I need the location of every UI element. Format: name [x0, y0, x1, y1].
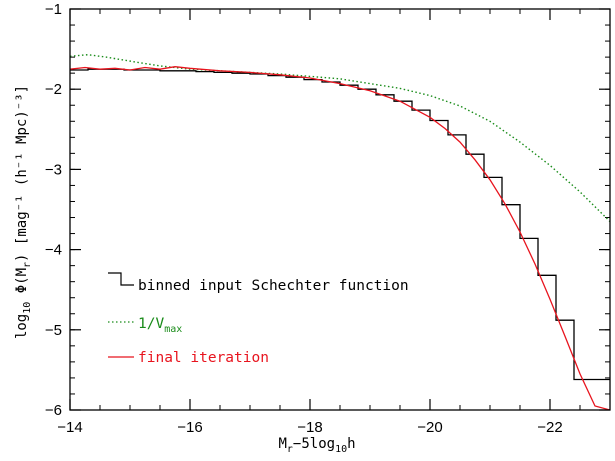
x-tick-label: −20	[417, 419, 442, 436]
legend-label-binned: binned input Schechter function	[138, 278, 409, 294]
y-tick-label: −5	[45, 322, 62, 339]
y-tick-label: −2	[45, 81, 62, 98]
legend-swatch-binned	[108, 272, 134, 286]
plot-frame	[69, 8, 611, 411]
series-line-1	[70, 53, 610, 222]
x-tick-label: −18	[297, 419, 322, 436]
series-group	[70, 53, 610, 410]
tick-labels: −14 −16 −18 −20 −22 −6 −5 −4 −3 −2 −1	[45, 1, 563, 436]
series-line-2	[70, 66, 610, 410]
legend-label-final: final iteration	[138, 350, 269, 366]
legend-label-vmax: 1/Vmax	[138, 316, 182, 335]
x-tick-label: −14	[57, 419, 82, 436]
y-tick-label: −3	[45, 161, 62, 178]
x-tick-label: −16	[177, 419, 202, 436]
y-tick-label: −1	[45, 1, 62, 18]
y-axis-label: log10 Φ(Mr) [mag⁻¹ (h⁻¹ Mpc)⁻³]	[14, 85, 33, 339]
x-tick-label: −22	[537, 419, 562, 436]
y-tick-label: −6	[45, 402, 62, 419]
legend: binned input Schechter function 1/Vmax f…	[108, 272, 409, 366]
y-tick-label: −4	[45, 242, 62, 259]
series-line-0	[70, 68, 610, 381]
x-axis-label: Mr−5log10h	[278, 436, 355, 455]
series-layer	[70, 53, 610, 410]
